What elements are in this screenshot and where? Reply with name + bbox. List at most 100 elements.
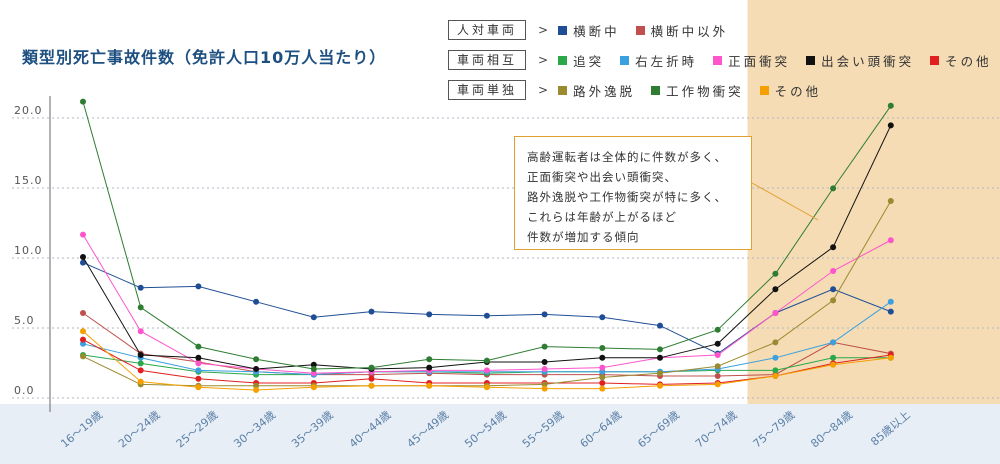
data-point [714,340,721,347]
data-point [426,364,433,371]
data-point [195,283,202,290]
series-lines [80,98,894,393]
data-point [253,366,260,372]
data-point [253,387,260,393]
legend-item-label: 出会い頭衝突 [821,53,915,69]
legend-swatch [558,85,568,95]
data-point [195,360,202,367]
data-point [887,308,894,315]
data-point [599,368,606,375]
data-point [830,286,837,293]
data-point [483,384,490,391]
data-point [772,286,779,293]
y-tick-label: 15.0 [14,174,43,187]
data-point [887,122,894,129]
data-point [310,366,317,372]
legend-swatch [713,55,723,65]
legend-swatch [635,25,645,35]
data-point [137,367,144,374]
legend-row-vehicle-vehicle: 車両相互 > 追突 右左折時 正面衝突 出会い頭衝突 その他 [448,50,992,70]
data-point [195,375,202,382]
data-point [310,370,317,377]
data-point [541,359,548,365]
annotation-line: これらは年齢が上がるほど [527,210,677,224]
data-point [830,361,837,368]
y-tick-label: 20.0 [14,104,43,117]
data-point [310,384,317,391]
legend-swatch [759,85,769,95]
data-point [599,380,606,386]
data-point [368,308,375,315]
data-point [483,367,490,374]
annotation-line: 路外逸脱や工作物衝突が特に多く、 [527,190,727,204]
legend-row-pedestrian: 人対車両 > 横断中 横断中以外 [448,20,744,40]
data-point [714,381,721,388]
data-point [310,361,317,368]
annotation-line: 正面衝突や出会い頭衝突、 [527,170,677,184]
data-point [80,231,86,238]
data-point [541,381,548,388]
data-point [80,310,86,316]
legend-swatch [558,55,568,65]
legend-item-label: 右左折時 [635,53,698,69]
data-point [195,354,202,361]
data-point [483,357,490,364]
legend-item-label: 正面衝突 [728,53,791,69]
legend-item-label: その他 [945,53,992,69]
data-point [714,352,721,358]
data-point [657,382,663,389]
data-point [80,353,86,360]
data-point [195,343,202,350]
legend-item: 路外逸脱 [558,81,635,100]
legend-item-label: 横断中以外 [650,23,729,39]
data-point [657,354,663,361]
data-point [657,322,663,329]
legend-item-label: 路外逸脱 [573,83,636,99]
data-point [137,284,144,291]
legend-item-label: 工作物衝突 [666,83,744,99]
y-tick-label: 5.0 [14,314,35,327]
legend-group-label: 車両相互 [448,50,527,70]
legend-item: 追突 [558,51,604,70]
data-point [599,314,606,321]
legend-item: 正面衝突 [713,51,790,70]
data-point [772,367,779,374]
data-point [830,268,837,274]
legend-row-single-vehicle: 車両単独 > 路外逸脱 工作物衝突 その他 [448,80,837,100]
data-point [830,185,837,192]
legend-item-label: その他 [774,83,822,99]
data-point [599,364,606,371]
data-point [253,382,260,389]
data-point [137,360,144,367]
annotation-line: 件数が増加する傾向 [527,230,640,244]
data-point [772,310,779,316]
data-point [830,244,837,251]
data-point [887,102,894,109]
data-point [368,382,375,389]
data-point [137,304,144,311]
highlight-band [747,0,1000,404]
data-point [80,254,86,260]
data-point [195,384,202,391]
data-point [541,385,548,392]
data-point [599,345,606,351]
series-group [80,98,894,372]
data-point [80,336,86,343]
chart-title: 類型別死亡事故件数（免許人口10万人当たり） [22,48,387,67]
series-group [80,328,894,393]
data-point [541,366,548,372]
legend-item-label: 横断中 [573,23,620,39]
legend-arrow-icon: > [538,53,549,67]
data-point [426,356,433,363]
legend-item: 工作物衝突 [651,81,744,100]
legend-swatch [651,85,661,95]
legend-item: 横断中以外 [635,21,729,40]
annotation-line: 高齢運転者は全体的に件数が多く、 [527,150,727,164]
data-point [830,297,837,304]
data-point [599,385,606,392]
annotation-pointer [751,182,819,221]
data-point [541,343,548,350]
legend-swatch [806,55,816,65]
data-point [253,356,260,363]
